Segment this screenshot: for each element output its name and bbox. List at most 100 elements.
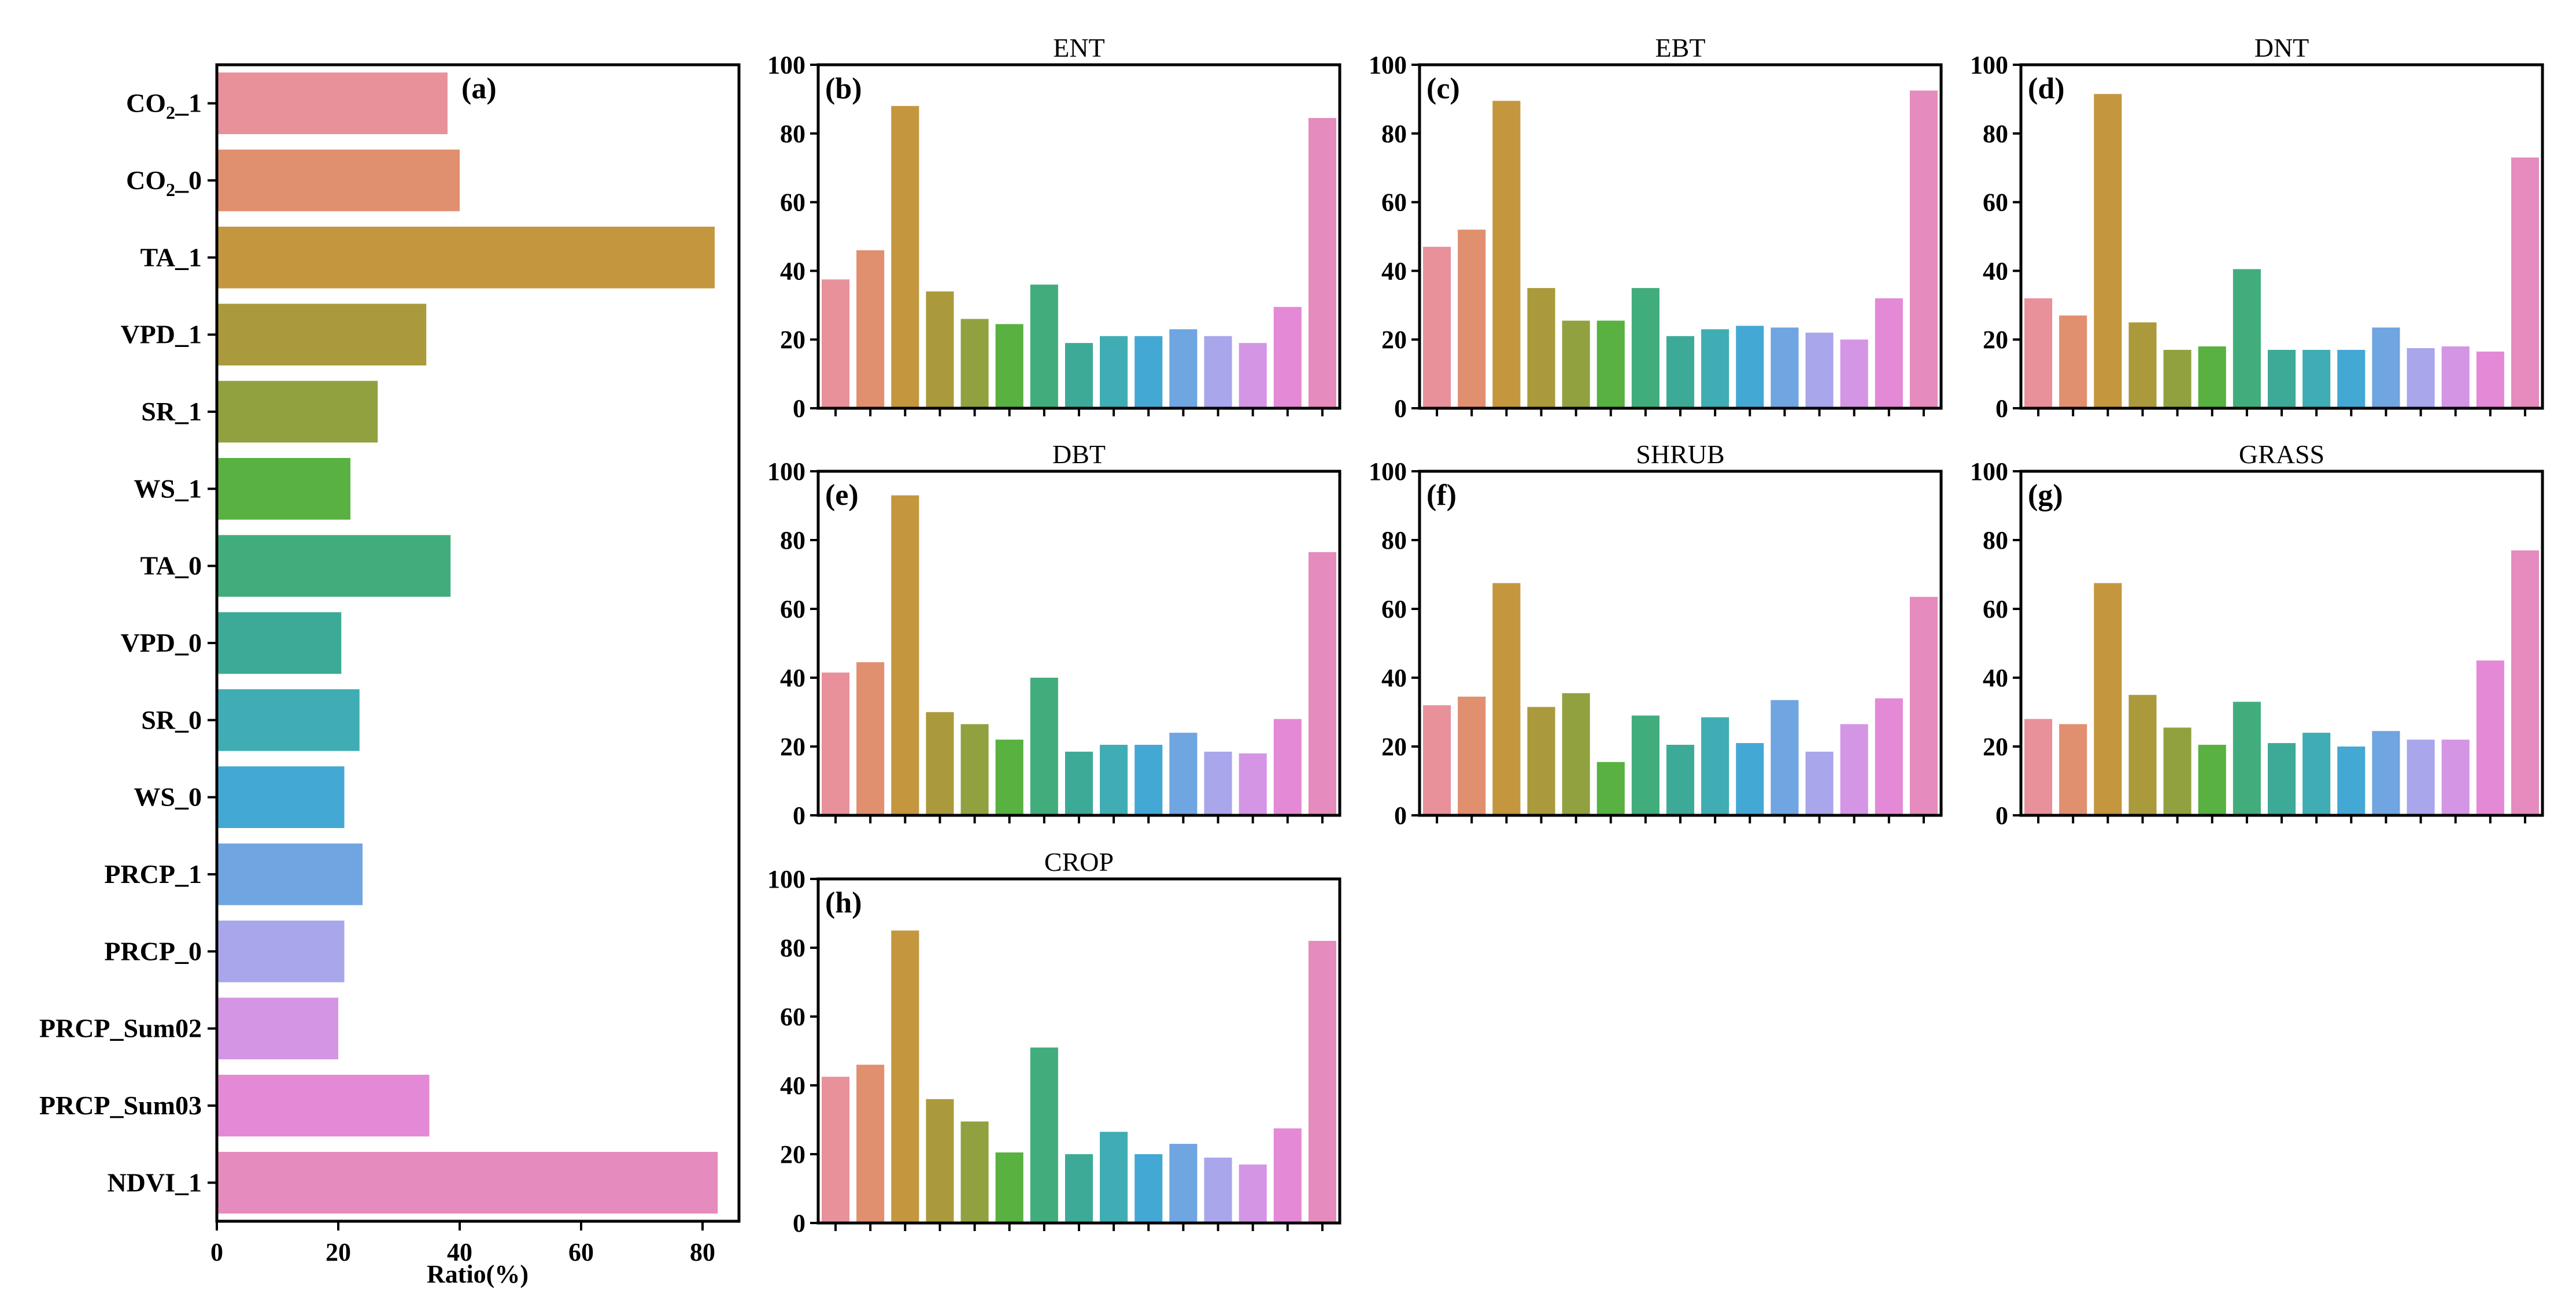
panel-e-title: DBT <box>1052 439 1106 469</box>
bar-g-14 <box>2511 550 2539 815</box>
bar-e-3 <box>926 712 954 815</box>
bar-e-13 <box>1273 719 1302 815</box>
ytick-label-c-1: 20 <box>1381 326 1407 354</box>
bar-c-11 <box>1805 332 1834 408</box>
bar-b-12 <box>1239 343 1267 408</box>
ylabel-a-3: VPD_1 <box>120 320 202 349</box>
bar-e-8 <box>1100 745 1128 815</box>
ytick-label-d-3: 60 <box>1983 189 2008 217</box>
bar-h-8 <box>1100 1132 1128 1223</box>
bar-h-6 <box>1030 1047 1058 1223</box>
bar-b-6 <box>1030 284 1058 408</box>
ylabel-a-6: TA_0 <box>141 551 202 581</box>
bar-e-4 <box>960 724 989 815</box>
panel-e-label: (e) <box>825 479 859 512</box>
panel-f-bars: 0 20 40 60 80 100 <box>1369 457 1938 830</box>
bar-d-6 <box>2233 269 2261 408</box>
panel-a-frame <box>215 63 741 1223</box>
ytick-label-b-2: 40 <box>780 257 805 285</box>
panel-c-frame <box>1418 63 1943 410</box>
panel-b-label: (b) <box>825 72 862 105</box>
panel-b-title: ENT <box>1053 33 1104 62</box>
bar-a-9 <box>217 766 345 828</box>
ytick-label-b-1: 20 <box>780 326 805 354</box>
ylabel-a-2: TA_1 <box>141 242 202 272</box>
bar-a-2 <box>217 227 715 289</box>
bar-h-10 <box>1169 1144 1198 1223</box>
panel-f-label: (f) <box>1426 479 1457 512</box>
ylabel-a-0: CO2_1 <box>126 88 202 123</box>
bar-c-8 <box>1701 329 1729 408</box>
bar-a-8 <box>217 689 360 751</box>
bar-f-1 <box>1458 696 1486 815</box>
bar-b-9 <box>1134 336 1163 408</box>
panel-e-bars: 0 20 40 60 80 100 <box>767 457 1336 830</box>
bar-e-14 <box>1308 552 1336 815</box>
bar-h-5 <box>995 1152 1023 1223</box>
xtick-label-a-4: 80 <box>690 1238 715 1266</box>
bar-e-10 <box>1169 733 1198 815</box>
bar-e-0 <box>822 672 850 815</box>
ytick-label-g-3: 60 <box>1983 595 2008 623</box>
ylabel-a-13: PRCP_Sum03 <box>39 1091 202 1120</box>
bar-d-12 <box>2441 346 2470 408</box>
bar-g-1 <box>2059 724 2087 815</box>
bar-f-13 <box>1875 698 1903 815</box>
bar-d-8 <box>2302 350 2331 408</box>
bar-g-10 <box>2372 731 2400 815</box>
panel-d-title: DNT <box>2255 33 2309 62</box>
panel-a-ylabels: CO2_1 CO2_0 TA_1 VPD_1 SR_1 WS_1 TA_0 VPD_0 SR_0… <box>39 88 217 1197</box>
bar-g-8 <box>2302 733 2331 815</box>
panel-d-frame <box>2019 63 2544 410</box>
bar-f-10 <box>1771 700 1799 815</box>
bar-f-12 <box>1840 724 1868 815</box>
ytick-label-h-5: 100 <box>767 865 805 893</box>
bar-d-0 <box>2024 298 2053 408</box>
bar-e-5 <box>995 740 1023 815</box>
ytick-label-b-0: 0 <box>793 394 805 423</box>
ytick-label-g-1: 20 <box>1983 733 2008 761</box>
panel-c-label: (c) <box>1426 72 1460 105</box>
ytick-label-b-3: 60 <box>780 189 805 217</box>
bar-e-11 <box>1204 751 1232 815</box>
panel-f: 0 20 40 60 80 100 SHRUB (f) <box>1369 439 1943 830</box>
bar-h-13 <box>1273 1128 1302 1223</box>
bar-a-10 <box>217 843 363 906</box>
panel-f-title: SHRUB <box>1636 439 1724 469</box>
bar-a-0 <box>217 72 448 134</box>
ytick-label-f-3: 60 <box>1381 595 1407 623</box>
bar-d-2 <box>2094 94 2122 409</box>
bar-e-6 <box>1030 678 1058 815</box>
bar-g-13 <box>2476 660 2504 815</box>
bar-g-7 <box>2267 743 2296 815</box>
ylabel-a-11: PRCP_0 <box>104 936 202 966</box>
bar-f-2 <box>1492 583 1521 815</box>
panel-a-bars <box>217 72 718 1214</box>
panel-a-xticks: 0 20 40 60 80 <box>210 1221 715 1266</box>
bar-c-13 <box>1875 298 1903 408</box>
bar-h-7 <box>1065 1154 1093 1223</box>
ytick-label-f-4: 80 <box>1381 526 1407 555</box>
bar-d-11 <box>2407 348 2435 408</box>
bar-a-1 <box>217 149 460 212</box>
panel-a-label: (a) <box>461 72 497 105</box>
ytick-label-d-0: 0 <box>1995 394 2008 423</box>
ytick-label-d-2: 40 <box>1983 257 2008 285</box>
bar-a-11 <box>217 921 345 982</box>
panel-c-title: EBT <box>1655 33 1706 62</box>
ytick-label-e-1: 20 <box>780 733 805 761</box>
panel-a-xlabel: Ratio(%) <box>427 1260 528 1288</box>
panel-f-frame <box>1418 470 1943 817</box>
bar-c-4 <box>1562 320 1590 408</box>
ytick-label-f-1: 20 <box>1381 733 1407 761</box>
bar-b-7 <box>1065 343 1093 408</box>
bar-d-4 <box>2163 350 2191 408</box>
ytick-label-c-4: 80 <box>1381 120 1407 148</box>
bar-b-14 <box>1308 118 1336 408</box>
ylabel-a-12: PRCP_Sum02 <box>39 1014 202 1043</box>
panel-a: CO2_1 CO2_0 TA_1 VPD_1 SR_1 WS_1 TA_0 VPD_0 SR_0… <box>39 63 741 1288</box>
bar-h-2 <box>891 930 919 1223</box>
bar-c-14 <box>1909 90 1938 409</box>
bar-h-4 <box>960 1121 989 1223</box>
bar-h-14 <box>1308 941 1336 1223</box>
